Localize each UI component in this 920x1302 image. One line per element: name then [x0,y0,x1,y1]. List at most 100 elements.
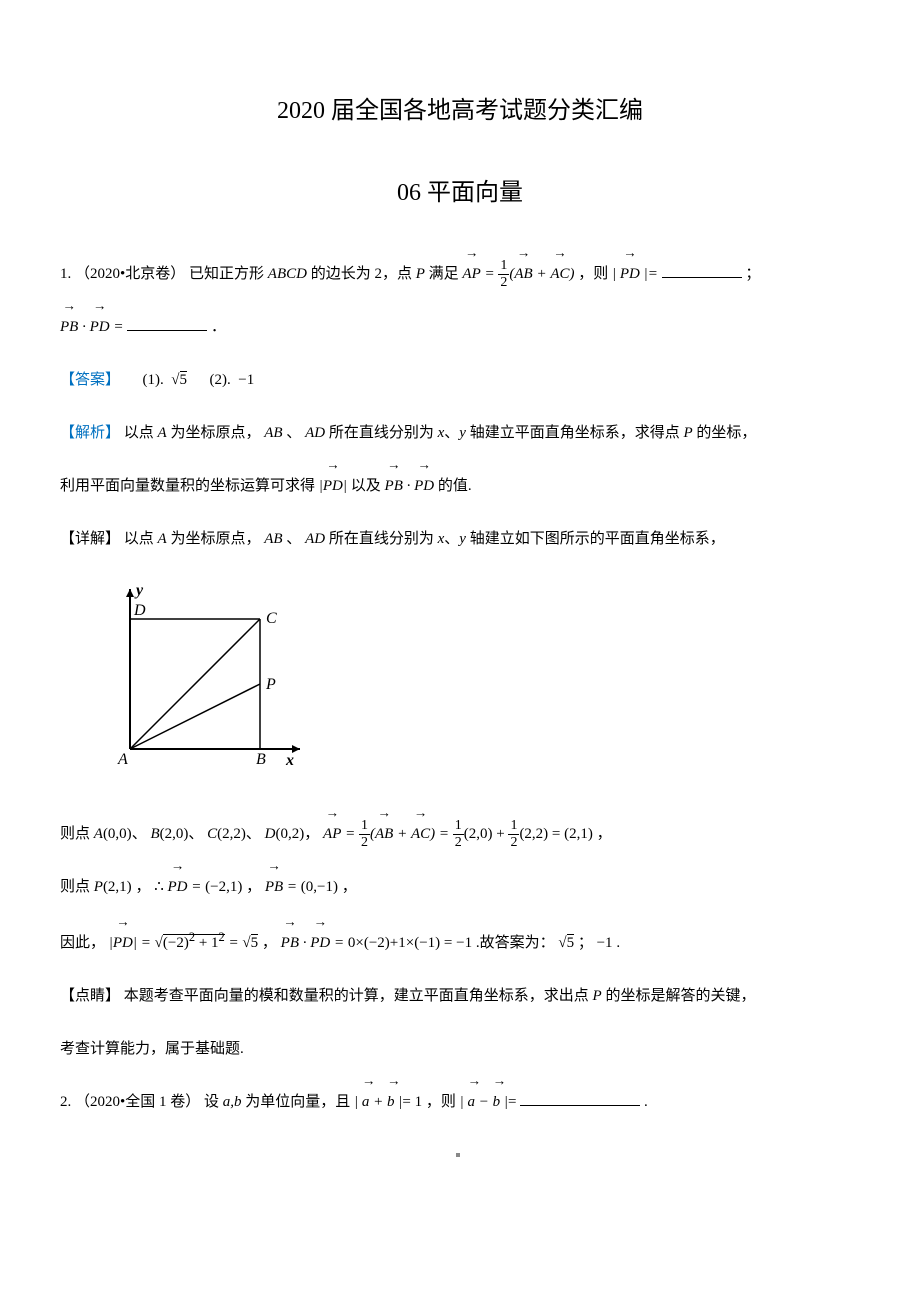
q1-eq1: →AP = [462,266,498,282]
ds-P: P [593,988,602,1004]
subtitle: 06 平面向量 [60,162,860,224]
frac-a: 12 [359,818,370,850]
q1-pbpd: →PB · →PD = [60,319,123,335]
label-A: A [117,751,128,768]
jiexi-line2: 利用平面向量数量积的坐标运算可求得 |→PD| 以及 →PB · →PD 的值. [60,467,860,506]
xj-t1: 以点 [124,531,154,547]
jiexi-label: 【解析】 [60,425,120,441]
cl-PDmag: |→PD| = [109,935,155,951]
cl-P: P(2,1) [94,879,132,895]
xj-AD: AD [305,531,325,547]
c2: ， [597,826,612,842]
q2-t1: 为单位向量，且 [245,1094,350,1110]
cl-APd: (2,2) = (2,1) [519,826,592,842]
coordinate-diagram: A B C D P x y [100,579,860,795]
q1-eq1b: (→AB + →AC) [509,266,574,282]
ds-t1: 本题考查平面向量的模和数量积的计算，建立平面直角坐标系，求出点 [124,988,589,1004]
label-B: B [256,751,266,768]
xj-AB: AB [264,531,282,547]
cl3a: 因此， [60,935,105,951]
cl1a: 则点 [60,826,90,842]
q1-abcd: ABCD [268,266,307,282]
question-2: 2. （2020•全国 1 卷） 设 a,b 为单位向量，且 | →a + →b… [60,1083,860,1122]
blank-1b [127,330,207,331]
ans2-label: (2). [210,372,231,388]
watermark-dot [60,1136,860,1175]
q1-source: （2020•北京卷） [75,266,185,282]
xj-t4: 轴建立如下图所示的平面直角坐标系， [470,531,725,547]
jx-y: y [459,425,466,441]
jx-d1: 、 [286,425,301,441]
cl-PB: →PB = (0,−1) [265,879,338,895]
xj-d1: 、 [286,531,301,547]
d2: 、 [188,826,203,842]
cl-therefore: ∴ [154,879,164,895]
ds-t3: 考查计算能力，属于基础题. [60,1041,244,1057]
c6: ， [262,935,277,951]
c4: ， [246,879,261,895]
cl-period: . [616,935,620,951]
xiangjie-block: 【详解】 以点 A 为坐标原点， AB 、 AD 所在直线分别为 x、y 轴建立… [60,520,860,559]
cl-final: .故答案为： [476,935,555,951]
q2-source: （2020•全国 1 卷） [75,1094,200,1110]
jiexi-block: 【解析】 以点 A 为坐标原点， AB 、 AD 所在直线分别为 x、y 轴建立… [60,414,860,453]
cl-PD: →PD = (−2,1) [168,879,243,895]
xj-A: A [158,531,167,547]
cl-sqrt: √(−2)2 + 12 [155,934,225,951]
label-D: D [133,602,146,619]
q1-t1: 已知正方形 [189,266,264,282]
answer-block: 【答案】 (1). √5 (2). −1 [60,361,860,400]
answer-label: 【答案】 [60,372,120,388]
d3: 、 [246,826,261,842]
q2-ask: | →a − →b |= [460,1094,517,1110]
cl-APb: (→AB + →AC) = [370,826,453,842]
q2-number: 2. [60,1094,71,1110]
cl-APc: (2,0) + [464,826,509,842]
jx-AB: AB [264,425,282,441]
jx-pbpd: →PB · →PD [385,478,435,494]
jx-pd-mod: |→PD| [319,478,347,494]
diansheng-block: 【点睛】 本题考查平面向量的模和数量积的计算，建立平面直角坐标系，求出点 P 的… [60,977,860,1016]
jx-t4: 轴建立平面直角坐标系，求得点 [470,425,680,441]
q1-t2: 的边长为 2，点 [311,266,412,282]
jx-l2c: 的值. [438,478,472,494]
blank-1a [662,277,742,278]
calc-line3: 因此， |→PD| = √(−2)2 + 12 = √5 ， →PB · →PD… [60,921,860,963]
label-C: C [266,610,277,627]
q1-then: ，则 [578,266,608,282]
xj-x: x [438,531,445,547]
q2-ab: a,b [223,1094,242,1110]
ans1-label: (1). [143,372,164,388]
q1-p: P [416,266,425,282]
label-x: x [285,752,294,769]
cl2a: 则点 [60,879,90,895]
calc-line2: 则点 P(2,1) ， ∴ →PD = (−2,1) ， →PB = (0,−1… [60,868,860,907]
jx-A: A [158,425,167,441]
q2-then: ，则 [426,1094,456,1110]
q1-pd-mod: | →PD |= [612,266,658,282]
jx-l2a: 利用平面向量数量积的坐标运算可求得 [60,478,315,494]
cl-B: B(2,0) [150,826,188,842]
cl-ans2: −1 [597,935,613,951]
blank-q2 [520,1105,640,1106]
jx-t2: 为坐标原点， [170,425,260,441]
xj-label: 【详解】 [60,531,120,547]
cl-A: A(0,0) [94,826,132,842]
cl-D: D(0,2) [265,826,305,842]
ds-label: 【点睛】 [60,988,120,1004]
jx-t3: 所在直线分别为 [329,425,434,441]
diansheng-line2: 考查计算能力，属于基础题. [60,1030,860,1069]
xj-y: y [459,531,466,547]
jx-t1: 以点 [124,425,154,441]
jx-x: x [438,425,445,441]
ds-t2: 的坐标是解答的关键， [605,988,755,1004]
q2-period: . [644,1094,648,1110]
xj-t3: 所在直线分别为 [329,531,434,547]
q2-cond: | →a + →b |= 1 [354,1094,422,1110]
jx-P: P [683,425,692,441]
label-P: P [265,676,276,693]
xj-t2: 为坐标原点， [170,531,260,547]
frac-c: 12 [508,818,519,850]
label-y: y [134,582,144,599]
ans1-value: √5 [171,371,187,388]
